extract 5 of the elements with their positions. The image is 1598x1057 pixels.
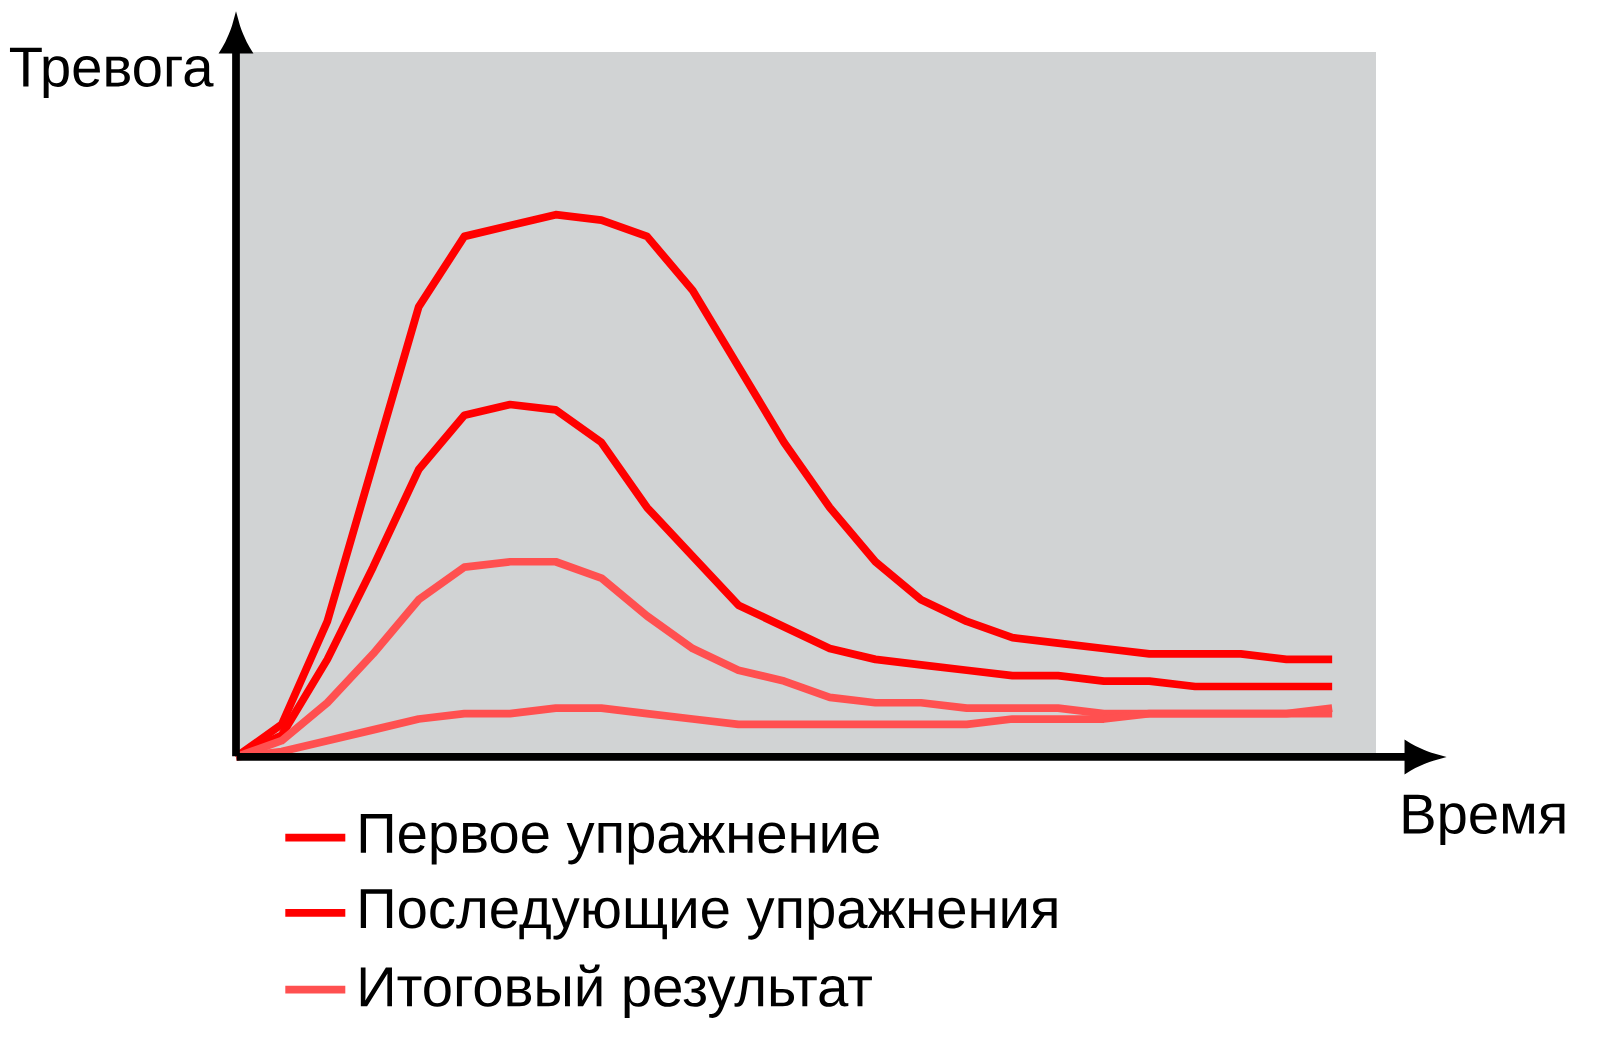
legend-label: Итоговый результат: [360, 964, 872, 1018]
legend-label: Первое упражнение: [360, 814, 879, 865]
legend-label: Последующие упражнения: [360, 889, 1057, 940]
y-axis-title: Тревога: [9, 47, 214, 99]
x-axis-title: Время: [1403, 794, 1565, 846]
